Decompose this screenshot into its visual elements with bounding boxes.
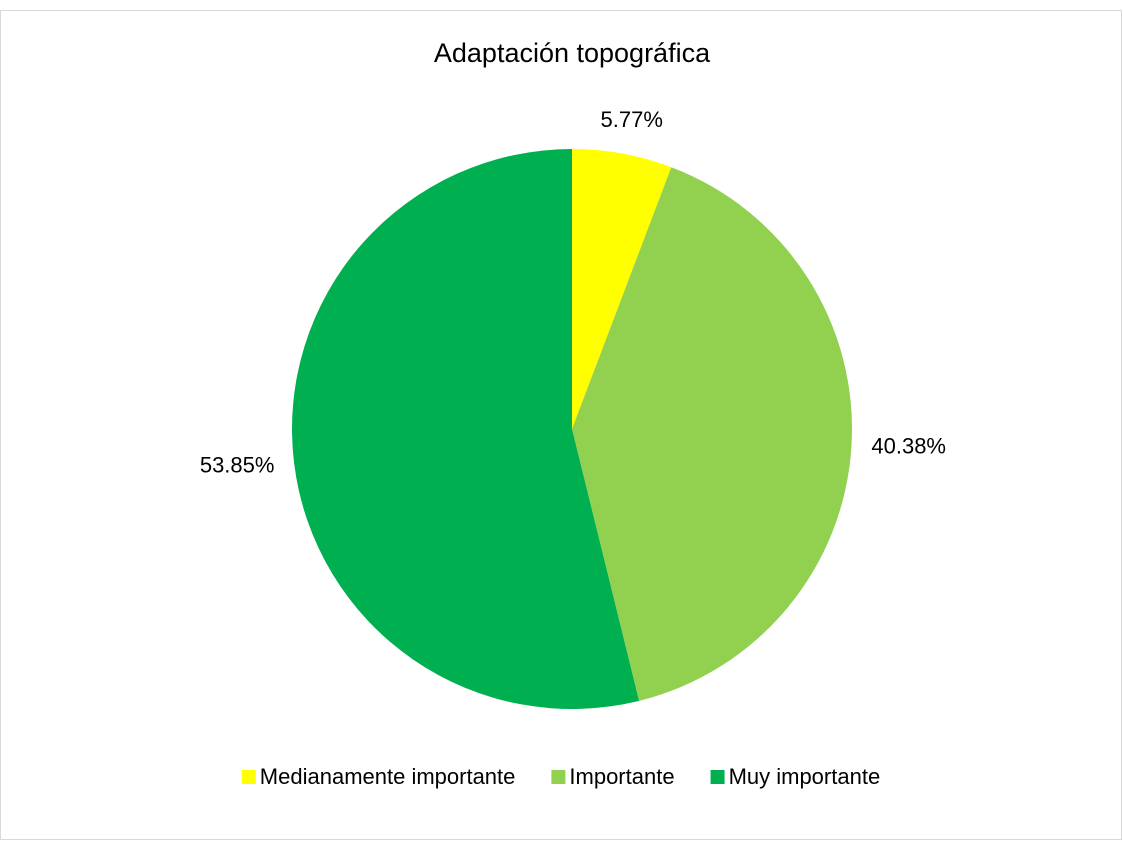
- legend-swatch: [241, 770, 256, 784]
- legend-label: Muy importante: [729, 764, 881, 789]
- data-label: 40.38%: [871, 434, 946, 459]
- legend-label: Medianamente importante: [260, 764, 516, 789]
- legend-label: Importante: [569, 764, 674, 789]
- legend-swatch: [710, 770, 725, 784]
- pie-slice: [292, 149, 640, 709]
- data-label: 5.77%: [601, 107, 663, 132]
- pie-slice: [572, 149, 672, 429]
- legend-swatch: [551, 770, 566, 784]
- pie-slice: [572, 167, 852, 701]
- chart-title: Adaptación topográfica: [434, 38, 711, 68]
- data-label: 53.85%: [200, 453, 275, 478]
